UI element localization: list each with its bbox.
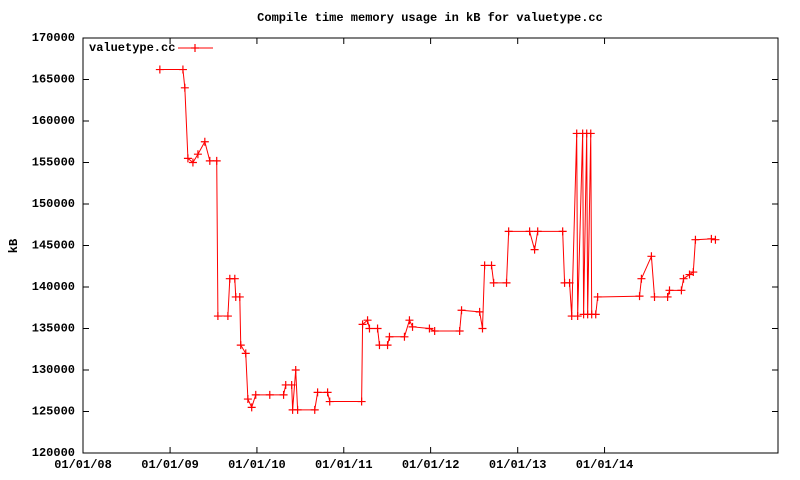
x-tick-label: 01/01/11 [315,458,373,472]
point-marker [251,390,260,399]
legend-swatch [191,44,199,52]
point-marker [375,341,384,350]
y-tick-label: 120000 [32,446,75,460]
point-marker [205,156,214,165]
point-marker [663,292,672,301]
point-marker [200,137,209,146]
y-tick-label: 160000 [32,114,75,128]
point-marker [243,395,252,404]
point-marker [480,261,489,270]
point-marker [235,292,244,301]
point-marker [363,316,372,325]
point-marker [293,405,302,414]
point-marker [223,312,232,321]
point-marker [383,341,392,350]
point-marker [323,388,332,397]
point-marker [425,324,434,333]
y-tick-label: 165000 [32,73,75,87]
point-marker [475,307,484,316]
point-marker [313,388,322,397]
point-marker [650,292,659,301]
point-marker [504,227,513,236]
point-marker [180,83,189,92]
point-marker [183,154,192,163]
point-marker [230,274,239,283]
point-marker [489,278,498,287]
point-marker [647,252,656,261]
point-marker [213,312,222,321]
point-marker [247,403,256,412]
point-marker [193,150,202,159]
point-marker [373,324,382,333]
point-marker [711,235,720,244]
y-tick-label: 145000 [32,239,75,253]
point-marker [155,65,164,74]
point-marker [279,390,288,399]
point-marker [325,397,334,406]
x-tick-label: 01/01/08 [54,458,112,472]
x-tick-label: 01/01/14 [576,458,634,472]
point-marker [178,65,187,74]
chart-title: Compile time memory usage in kB for valu… [257,11,603,25]
point-marker [310,405,319,414]
point-marker [565,278,574,287]
point-marker [287,380,296,389]
point-marker [593,292,602,301]
y-tick-label: 135000 [32,322,75,336]
x-tick-label: 01/01/12 [402,458,460,472]
x-tick-label: 01/01/13 [489,458,547,472]
point-marker [212,156,221,165]
point-marker [478,324,487,333]
x-tick-label: 01/01/09 [141,458,199,472]
point-marker [677,286,686,295]
y-axis-label: kB [7,239,21,253]
point-marker [591,310,600,319]
y-tick-label: 130000 [32,363,75,377]
point-marker [691,235,700,244]
point-marker [530,245,539,254]
point-marker [487,261,496,270]
point-marker [533,227,542,236]
point-marker [455,326,464,335]
point-marker [385,332,394,341]
legend-label: valuetype.cc [89,41,175,55]
point-marker [679,274,688,283]
point-marker [665,286,674,295]
y-tick-label: 150000 [32,197,75,211]
point-marker [357,397,366,406]
point-marker [188,158,197,167]
x-tick-label: 01/01/10 [228,458,286,472]
point-marker [635,292,644,301]
y-tick-label: 155000 [32,156,75,170]
point-marker [637,274,646,283]
point-marker [365,324,374,333]
point-marker [586,129,595,138]
point-marker [707,234,716,243]
point-marker [689,268,698,277]
point-marker [558,227,567,236]
point-marker [236,341,245,350]
point-marker [265,390,274,399]
point-marker [525,227,534,236]
y-tick-label: 125000 [32,405,75,419]
point-marker [430,326,439,335]
point-marker [241,349,250,358]
y-tick-label: 170000 [32,31,75,45]
point-marker [502,278,511,287]
point-marker [573,312,582,321]
point-marker [291,366,300,374]
point-marker [400,332,409,341]
y-tick-label: 140000 [32,280,75,294]
point-marker [405,316,414,325]
point-marker [457,306,466,315]
point-marker [358,320,367,329]
point-marker [408,322,417,331]
